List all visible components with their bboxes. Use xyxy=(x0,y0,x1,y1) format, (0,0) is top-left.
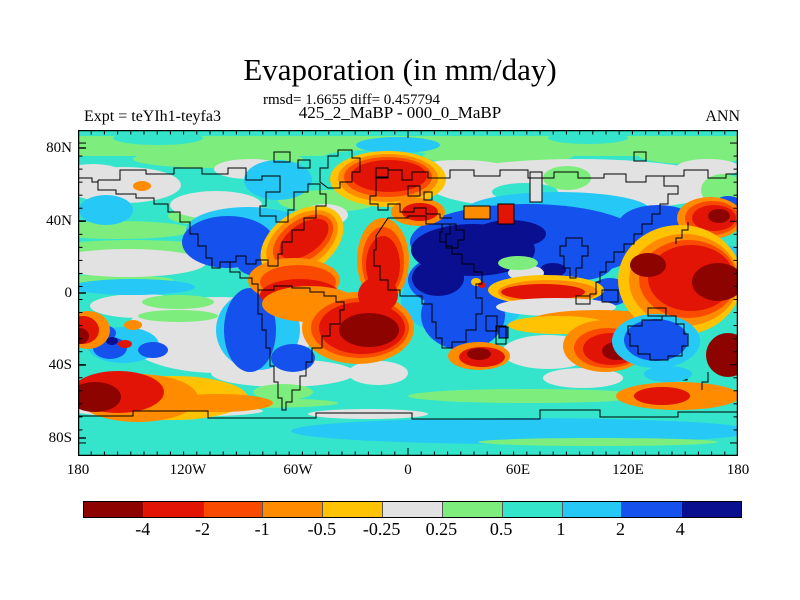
comparison-line: 425_2_MaBP - 000_0_MaBP xyxy=(298,103,502,122)
lon-tick-label: 180 xyxy=(726,462,750,478)
colorbar-segment-green xyxy=(442,502,503,517)
colorbar-segment-amber xyxy=(323,502,384,517)
lat-tick-label: 80S xyxy=(48,429,72,446)
colorbar-level-label: 0.5 xyxy=(489,519,513,539)
lon-tick-label: 120W xyxy=(169,462,207,478)
colorbar-segment-red xyxy=(143,502,204,517)
colorbar-level-label: -0.5 xyxy=(307,519,337,539)
lat-tick-label: 0 xyxy=(64,285,73,301)
stats-line: rmsd= 1.6655 diff= 0.457794 xyxy=(263,92,441,108)
colorbar-level-label: -2 xyxy=(194,519,210,539)
colorbar-segment-turquoise xyxy=(502,502,563,517)
map-frame xyxy=(78,130,738,456)
experiment-label: Expt = teYIh1-teyfa3 xyxy=(84,108,221,125)
colorbar-segment-blue xyxy=(622,502,683,517)
lat-tick-label: 40N xyxy=(46,212,72,229)
lon-tick-label: 120E xyxy=(612,462,644,478)
lon-tick-label: 0 xyxy=(404,462,412,478)
colorbar xyxy=(83,501,742,518)
lon-tick-label: 60E xyxy=(505,462,531,478)
lon-tick-label: 180 xyxy=(66,462,90,478)
page-title: Evaporation (in mm/day) xyxy=(243,52,557,87)
colorbar-segment-cyan xyxy=(562,502,623,517)
colorbar-level-label: -0.25 xyxy=(362,519,401,539)
lat-tick-label: 80N xyxy=(46,140,72,157)
colorbar-level-label: 2 xyxy=(616,519,626,539)
colorbar-segment-darkred xyxy=(84,502,144,517)
colorbar-segment-navy xyxy=(682,502,741,517)
colorbar-segment-gray xyxy=(383,502,443,517)
colorbar-level-label: 0.25 xyxy=(425,519,458,539)
colorbar-level-label: 4 xyxy=(675,519,685,539)
colorbar-level-label: -4 xyxy=(135,519,151,539)
map-canvas xyxy=(78,130,738,456)
lat-tick-label: 40S xyxy=(48,357,72,374)
lon-tick-label: 60W xyxy=(283,462,313,478)
colorbar-level-label: -1 xyxy=(254,519,270,539)
colorbar-segment-orangered xyxy=(203,502,264,517)
season-label: ANN xyxy=(705,108,740,125)
colorbar-level-label: 1 xyxy=(556,519,566,539)
colorbar-segment-orange xyxy=(263,502,324,517)
